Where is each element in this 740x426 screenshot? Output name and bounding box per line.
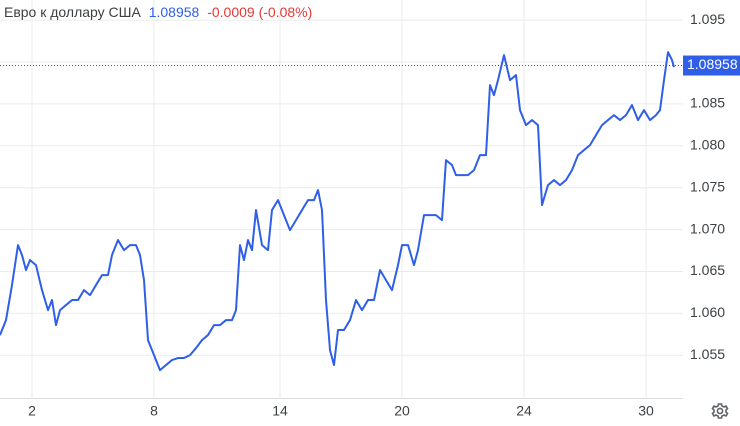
current-price-box — [683, 55, 740, 76]
y-tick-label: 1.065 — [690, 262, 725, 278]
y-tick-label: 1.095 — [690, 11, 725, 27]
x-tick-label: 20 — [394, 403, 410, 419]
x-tick-label: 14 — [272, 403, 288, 419]
y-tick-label: 1.085 — [690, 95, 725, 111]
x-tick-label: 2 — [28, 403, 36, 419]
current-price-label: 1.08958 — [687, 56, 738, 72]
price-axis: 1.0551.0601.0651.0701.0751.0801.0851.090… — [683, 11, 740, 362]
price-change: -0.0009 (-0.08%) — [207, 4, 312, 20]
grid — [0, 0, 683, 398]
settings-icon[interactable] — [711, 403, 729, 419]
x-tick-label: 8 — [150, 403, 158, 419]
y-tick-label: 1.075 — [690, 178, 725, 194]
x-tick-label: 24 — [516, 403, 532, 419]
title: Евро к доллару США — [4, 4, 141, 20]
y-tick-label: 1.080 — [690, 136, 725, 152]
x-tick-label: 30 — [638, 403, 654, 419]
current-price: 1.08958 — [149, 4, 200, 20]
price-line — [0, 51, 675, 372]
y-tick-label: 1.060 — [690, 304, 725, 320]
settings-icon-gear — [711, 403, 729, 419]
plot: 2 8 14 20 24 30 — [0, 51, 683, 419]
settings-icon-core — [716, 407, 724, 415]
y-tick-label: 1.055 — [690, 346, 725, 362]
y-tick-label: 1.070 — [690, 220, 725, 236]
chart-title: Евро к доллару США 1.08958 -0.0009 (-0.0… — [4, 4, 312, 20]
